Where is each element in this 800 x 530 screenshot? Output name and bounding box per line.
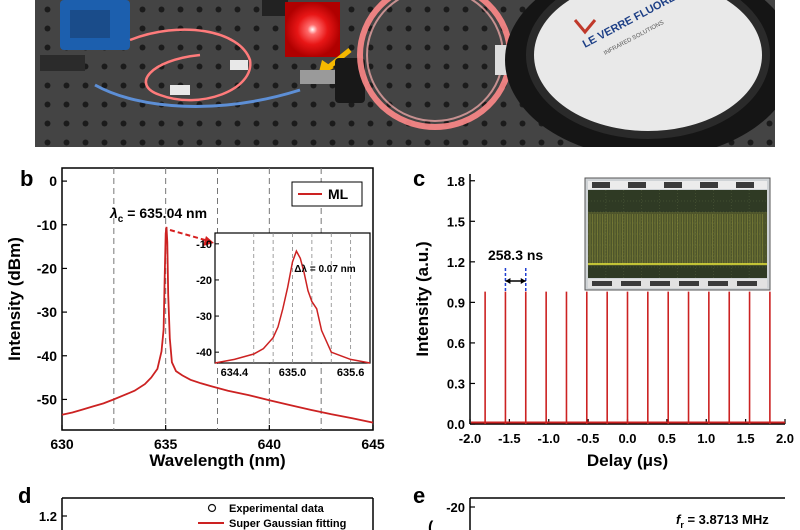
y-tick-label: 1.2 — [447, 255, 465, 270]
y-tick-label: -20 — [446, 500, 465, 515]
y-tick-label: 0.6 — [447, 336, 465, 351]
legend-label: Experimental data — [229, 503, 325, 515]
legend: ML — [291, 181, 363, 207]
x-tick-label: -1.0 — [538, 431, 560, 446]
period-annotation: 258.3 ns — [488, 247, 543, 263]
y-axis-label: Intensity (a.u.) — [413, 241, 432, 356]
x-tick-label: -1.5 — [498, 431, 520, 446]
x-tick-label: 2.0 — [776, 431, 794, 446]
chart-b: b 630 635 640 645 0 -10 -20 -30 -40 -50 Wavelength… — [5, 166, 385, 470]
y-tick-label: 0 — [49, 173, 57, 189]
y-axis-label: Intensity (dBm) — [5, 237, 24, 361]
chart-c: c -2.0 -1.5 -1.0 -0.5 0.0 0.5 1.0 1.5 2.0 0.0 0.3 0… — [413, 166, 794, 470]
y-tick-label: -20 — [37, 260, 57, 276]
inset-x-tick-label: 635.0 — [279, 367, 307, 379]
collimator — [300, 70, 340, 84]
panel-label-b: b — [20, 166, 33, 191]
x-tick-label: -2.0 — [459, 431, 481, 446]
laser-spot — [285, 2, 340, 57]
x-tick-label: 635 — [154, 436, 178, 452]
y-tick-label: 0.3 — [447, 376, 465, 391]
chart-d: d 1.2 Experimental data Super Gaussian fit… — [18, 483, 374, 530]
y-axis-label-fragment: ( — [428, 519, 434, 530]
arrow-right-icon — [520, 278, 526, 284]
tape — [230, 60, 248, 70]
legend-marker-circle — [207, 503, 217, 513]
x-tick-label: 640 — [258, 436, 282, 452]
inset-y-tick-label: -10 — [196, 239, 212, 251]
zoom-arrow — [169, 229, 206, 241]
fiber-holder — [335, 58, 365, 103]
y-tick-label: 1.2 — [39, 509, 57, 524]
y-tick-label: -30 — [37, 304, 57, 320]
x-axis-label: Wavelength (nm) — [149, 451, 285, 470]
chart-e: e -20 ( fr = 3.8713 MHz — [413, 483, 785, 530]
inset-line — [214, 249, 371, 364]
arrow-head-icon — [203, 236, 214, 246]
oscilloscope-inset — [584, 177, 771, 291]
frequency-annotation: fr = 3.8713 MHz — [676, 512, 769, 530]
inset-x-tick-label: 634.4 — [221, 367, 249, 379]
x-tick-label: -0.5 — [577, 431, 599, 446]
y-tick-label: -10 — [37, 217, 57, 233]
y-tick-label: 1.5 — [447, 214, 465, 229]
panel-label-e: e — [413, 483, 425, 508]
fiber-loop-left — [129, 28, 252, 102]
inset-y-tick-label: -40 — [196, 347, 212, 359]
setup-photo: LE VERRE FLUORÉ INFRARED SOLUTIONS — [35, 0, 775, 147]
tape — [170, 85, 190, 95]
legend-label: Super Gaussian fitting — [229, 518, 346, 530]
pump-module — [40, 0, 130, 71]
panel-label-c: c — [413, 166, 425, 191]
inset-y-tick-label: -30 — [196, 311, 212, 323]
inset-y-tick-label: -20 — [196, 275, 212, 287]
mount — [262, 0, 288, 16]
inset-x-tick-label: 635.6 — [337, 367, 365, 379]
peak-annotation: λc = 635.04 nm — [109, 205, 207, 225]
x-axis-label: Delay (μs) — [587, 451, 668, 470]
x-tick-label: 1.5 — [737, 431, 755, 446]
arrow-left-icon — [505, 278, 511, 284]
y-tick-label: 0.9 — [447, 295, 465, 310]
linewidth-annotation: Δλ = 0.07 nm — [294, 264, 355, 275]
x-tick-label: 0.5 — [658, 431, 676, 446]
x-tick-label: 0.0 — [618, 431, 636, 446]
legend-label: ML — [328, 186, 349, 202]
panel-label-d: d — [18, 483, 31, 508]
fiber-spool: LE VERRE FLUORÉ INFRARED SOLUTIONS — [505, 0, 775, 147]
x-tick-label: 645 — [361, 436, 385, 452]
y-tick-label: -50 — [37, 391, 57, 407]
y-tick-label: -40 — [37, 348, 57, 364]
tape — [495, 45, 507, 75]
x-tick-label: 630 — [50, 436, 74, 452]
spectrum-line — [61, 226, 374, 424]
y-tick-label: 1.8 — [447, 174, 465, 189]
x-tick-label: 1.0 — [697, 431, 715, 446]
inset-spectrum: -10 -20 -30 -40 634.4 635.0 635.6 Δλ = 0.07 nm — [196, 232, 371, 379]
fiber-blue — [94, 83, 301, 108]
y-tick-label: 0.0 — [447, 417, 465, 432]
